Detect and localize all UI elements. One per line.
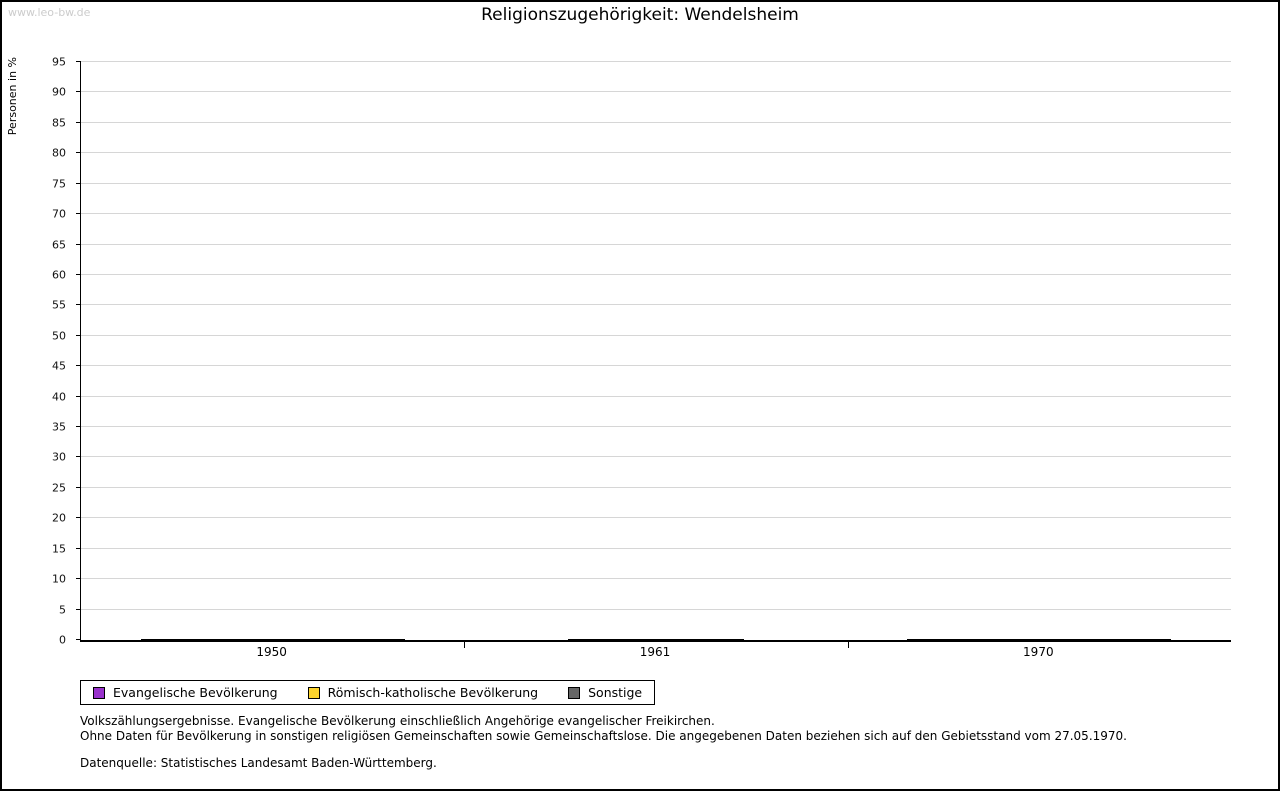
y-tick-label: 10 [52,572,66,586]
legend-swatch-icon [307,686,320,699]
y-tick-label: 15 [52,542,66,556]
y-tick-label: 20 [52,511,66,525]
y-tick-label: 60 [52,268,66,282]
x-tick-mark [847,642,849,648]
y-tick-label: 75 [52,177,66,191]
y-tick-label: 0 [59,633,66,647]
gridline [81,121,1231,123]
bar-cluster [140,639,405,640]
y-tick-mark [76,304,81,306]
bar-1970-evangelische-bevölkerung [907,639,996,640]
y-tick-label: 95 [52,55,66,69]
y-tick-mark [76,152,81,154]
footnote-line-2: Ohne Daten für Bevölkerung in sonstigen … [80,728,1127,743]
bar-1970-sonstige [1083,639,1172,640]
y-tick-mark [76,91,81,93]
x-axis-labels: 1950 1961 1970 [80,645,1230,659]
bar-cluster [907,639,1172,640]
y-tick-label: 85 [52,116,66,130]
bar-1950-sonstige [316,639,405,640]
plot-area [76,61,1231,648]
legend-label: Evangelische Bevölkerung [113,685,278,700]
footnotes: Volkszählungsergebnisse. Evangelische Be… [80,714,1127,771]
footnote-line-1: Volkszählungsergebnisse. Evangelische Be… [80,714,715,728]
y-tick-mark [76,273,81,275]
legend-label: Sonstige [588,685,643,700]
gridline [81,456,1231,458]
y-axis-ticks: 0 5 10 15 20 25 30 35 40 45 50 55 60 65 70 75 80 85 90 95 [2,56,72,647]
legend-item-sonstige: Sonstige [568,685,642,700]
y-tick-mark [76,243,81,245]
chart-title: Religionszugehörigkeit: Wendelsheim [481,5,799,25]
y-tick-mark [76,456,81,458]
bar-1961-evangelische-bevölkerung [567,639,656,640]
gridline [81,243,1231,245]
gridline [81,426,1231,428]
legend-label: Römisch-katholische Bevölkerung [327,685,539,700]
y-tick-mark [76,61,81,62]
gridline [81,61,1231,62]
gridline [81,578,1231,580]
gridline [81,213,1231,215]
gridline [81,608,1231,610]
x-tick-mark [464,642,466,648]
y-tick-mark [76,517,81,519]
y-tick-mark [76,365,81,367]
gridline [81,304,1231,306]
y-tick-mark [76,182,81,184]
gridline [81,547,1231,549]
bar-group-1961 [464,62,847,640]
gridline [81,486,1231,488]
y-tick-label: 55 [52,298,66,312]
y-tick-mark [76,121,81,123]
gridline [81,334,1231,336]
y-tick-mark [76,608,81,610]
y-tick-label: 45 [52,359,66,373]
y-tick-label: 5 [59,603,66,617]
watermark: www.leo-bw.de [8,6,91,19]
y-tick-label: 35 [52,420,66,434]
gridline [81,365,1231,367]
y-tick-mark [76,213,81,215]
y-tick-label: 30 [52,450,66,464]
bar-1950-evangelische-bevölkerung [140,639,229,640]
gridline [81,152,1231,154]
gridline [81,91,1231,93]
bar-1961-römisch-katholische-bevölkerung [655,639,744,640]
bar-group-1970 [848,62,1231,640]
legend: Evangelische Bevölkerung Römisch-katholis… [80,680,656,705]
gridline [81,517,1231,519]
y-tick-label: 50 [52,329,66,343]
y-tick-label: 80 [52,146,66,160]
x-tick-label-1950: 1950 [256,645,287,659]
y-tick-mark [76,486,81,488]
gridline [81,395,1231,397]
y-tick-label: 40 [52,390,66,404]
y-tick-mark [76,578,81,580]
legend-item-evangelische-bevölkerung: Evangelische Bevölkerung [93,685,278,700]
legend-swatch-icon [93,686,105,699]
bar-1950-römisch-katholische-bevölkerung [228,639,317,640]
bar-1970-römisch-katholische-bevölkerung [995,639,1084,640]
y-tick-mark [76,547,81,549]
x-tick-label-1970: 1970 [1023,645,1054,659]
gridline [81,273,1231,275]
y-tick-label: 25 [52,481,66,495]
y-tick-label: 70 [52,207,66,221]
legend-item-römisch-katholische-bevölkerung: Römisch-katholische Bevölkerung [307,685,539,700]
y-tick-label: 90 [52,85,66,99]
y-tick-mark [76,395,81,397]
legend-swatch-icon [568,686,581,699]
x-tick-label-1961: 1961 [639,645,671,659]
bar-group-1950 [81,62,464,640]
gridline [81,182,1231,184]
y-tick-mark [76,426,81,428]
y-tick-mark [76,639,81,640]
y-tick-mark [76,334,81,336]
data-source: Datenquelle: Statistisches Landesamt Bad… [80,756,437,770]
bar-cluster [567,639,744,640]
y-tick-label: 65 [52,238,66,252]
